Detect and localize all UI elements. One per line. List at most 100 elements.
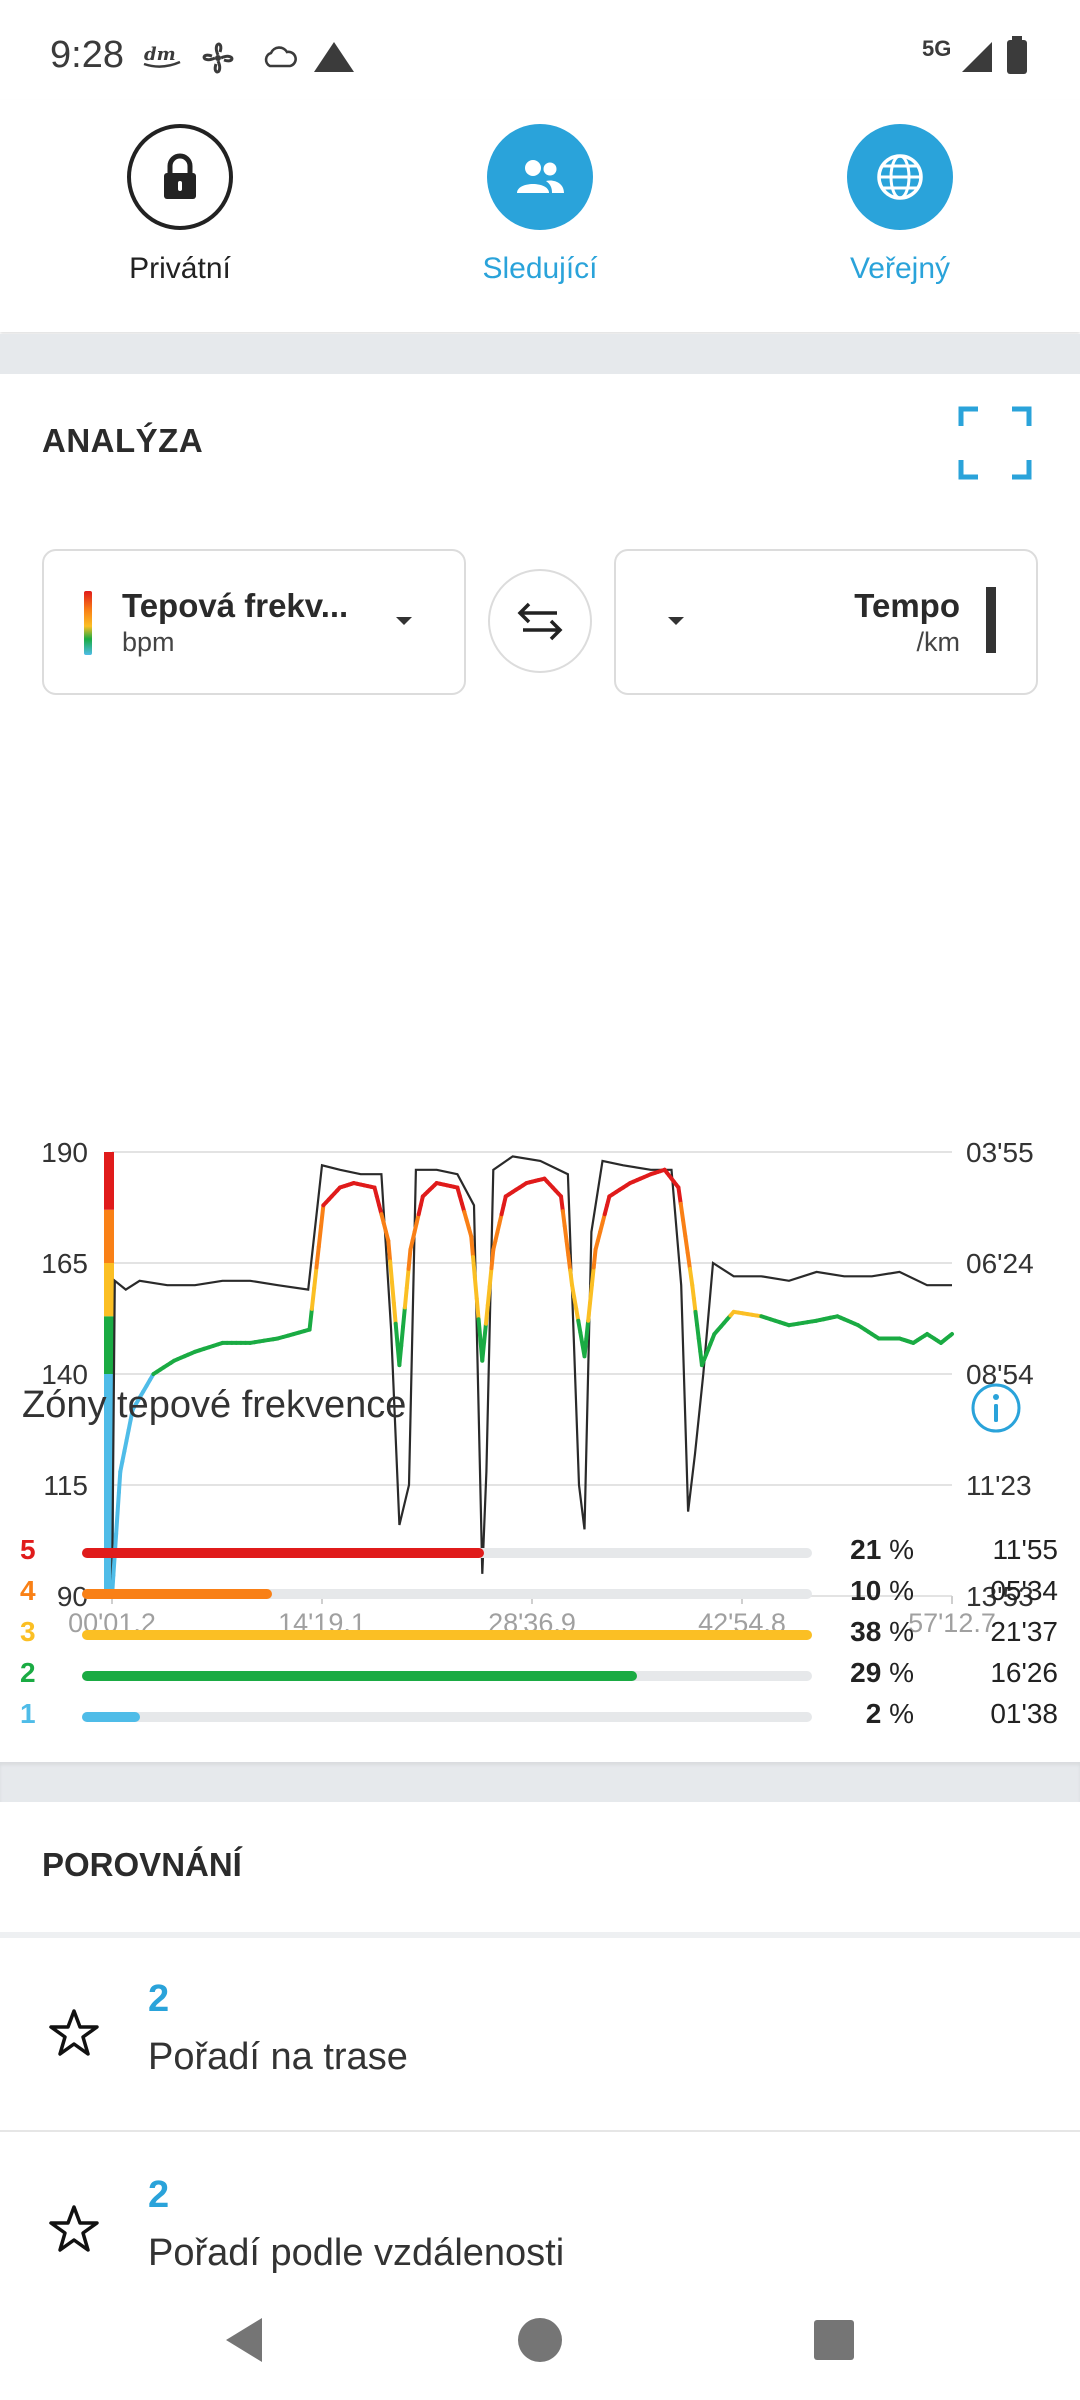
- hr-series-segment: [397, 1343, 404, 1368]
- hr-series-segment: [115, 1490, 121, 1516]
- back-icon[interactable]: [218, 2312, 274, 2368]
- y-left-tick-label: 165: [41, 1248, 88, 1279]
- warning-triangle-icon: [314, 42, 354, 72]
- hr-series-segment: [316, 1224, 324, 1249]
- hr-series-segment: [588, 1283, 594, 1305]
- left-metric-selector[interactable]: Tepová frekv... bpm: [42, 549, 466, 695]
- hr-zone-number: 2: [20, 1657, 36, 1688]
- hr-series-segment: [314, 1244, 321, 1270]
- hr-series-segment: [483, 1303, 490, 1326]
- visibility-public-option[interactable]: Veřejný: [770, 124, 1030, 286]
- hr-zone-percent: 10 %: [850, 1575, 914, 1606]
- hr-series-segment: [676, 1185, 683, 1206]
- hr-zone-row: 1 2 % 01'38: [0, 1698, 1080, 1738]
- home-icon[interactable]: [512, 2312, 568, 2368]
- chevron-down-icon: [668, 617, 684, 625]
- y-left-tick-label: 140: [41, 1359, 88, 1390]
- hr-zone-bar-fill: [82, 1630, 812, 1640]
- hr-series-segment: [678, 1201, 686, 1223]
- hr-series-segment: [560, 1209, 567, 1228]
- hr-series-segment: [471, 1255, 477, 1280]
- visibility-followers-option[interactable]: Sledující: [410, 124, 670, 286]
- hr-zone-number: 4: [20, 1575, 36, 1606]
- svg-text:dm: dm: [144, 44, 176, 65]
- hr-series-segment: [687, 1266, 695, 1288]
- fullscreen-expand-icon[interactable]: [958, 406, 1032, 480]
- rank-value: 2: [148, 1978, 170, 2020]
- hr-series-segment: [586, 1300, 593, 1323]
- hr-zone-bar-track: [82, 1589, 812, 1599]
- hr-zone-bar-track: [82, 1630, 812, 1640]
- y-right-tick-label: 11'23: [966, 1470, 1032, 1501]
- y-right-tick-label: 13'53: [966, 1581, 1034, 1612]
- hr-series-segment: [564, 1238, 571, 1258]
- hr-series-segment: [390, 1280, 396, 1305]
- hr-zone-bar-fill: [82, 1712, 141, 1722]
- globe-icon: [847, 124, 953, 230]
- hr-zone-bar-fill: [82, 1589, 272, 1599]
- analysis-section: ANALÝZA Tepová frekv... bpm: [0, 374, 1080, 1760]
- rank-item-route[interactable]: 2 Pořadí na trase: [0, 1938, 1080, 2132]
- analysis-title: ANALÝZA: [42, 422, 204, 459]
- hr-series-segment: [487, 1266, 494, 1289]
- status-bar: 9:28 dm 5G: [0, 0, 1080, 100]
- people-icon: [487, 124, 593, 230]
- hr-zone-bar-track: [82, 1548, 812, 1558]
- hr-series-segment: [948, 1332, 954, 1338]
- hr-zone-gradient-icon: [84, 591, 92, 655]
- hr-series-segment: [562, 1224, 569, 1243]
- hr-series-segment: [576, 1318, 583, 1335]
- hr-series-segment: [696, 1336, 703, 1354]
- cloud-icon: [264, 46, 297, 68]
- y-left-tick-label: 115: [43, 1470, 88, 1501]
- info-icon[interactable]: [970, 1382, 1022, 1434]
- navigation-bar: [0, 2276, 1080, 2400]
- y-left-tick-label: 190: [41, 1137, 88, 1168]
- hr-series-segment: [114, 1511, 120, 1536]
- battery-icon: [1007, 36, 1027, 74]
- hr-zone-row: 3 38 % 21'37: [0, 1616, 1080, 1656]
- hr-series-segment: [691, 1296, 698, 1314]
- hr-series-segment: [406, 1247, 413, 1271]
- hr-series-segment: [572, 1295, 579, 1311]
- hr-zone-number: 3: [20, 1616, 36, 1647]
- y-right-tick-label: 06'24: [966, 1248, 1034, 1279]
- hr-series-segment: [690, 1283, 696, 1301]
- hr-zone-time: 16'26: [990, 1657, 1058, 1688]
- swap-metrics-button[interactable]: [488, 569, 592, 673]
- rank-item-distance[interactable]: 2 Pořadí podle vzdálenosti: [0, 2134, 1080, 2276]
- hr-series-segment: [474, 1296, 481, 1322]
- notification-dm-icon: dm: [143, 44, 181, 68]
- right-metric-label: Tempo: [854, 587, 960, 624]
- hr-series-segment: [681, 1218, 688, 1239]
- hr-series-segment: [584, 1318, 591, 1341]
- divider: [0, 1932, 1080, 1938]
- hr-series-segment: [559, 1194, 565, 1214]
- hr-series-segment: [683, 1234, 690, 1255]
- signal-icon: [962, 42, 992, 72]
- star-icon: [49, 2009, 99, 2056]
- hr-series-segment: [482, 1321, 488, 1345]
- hr-series-segment: [578, 1330, 585, 1347]
- hr-series-segment: [401, 1305, 407, 1329]
- right-metric-selector[interactable]: Tempo /km: [614, 549, 1038, 695]
- x-tick-label: 57'12.7: [908, 1608, 996, 1638]
- zone-axis-segment: [104, 1209, 114, 1263]
- visibility-private-option[interactable]: Privátní: [50, 124, 310, 286]
- hr-series-segment: [574, 1306, 581, 1323]
- hr-series-segment: [570, 1283, 577, 1300]
- comparison-section: POROVNÁNÍ 2 Pořadí na trase 2 Pořadí pod…: [0, 1802, 1080, 2276]
- chevron-down-icon: [396, 617, 412, 625]
- hr-series-segment: [393, 1321, 400, 1347]
- pace-series-line: [110, 1155, 952, 1597]
- zone-axis-segment: [104, 1374, 114, 1596]
- hr-zones-title: Zóny tepové frekvence: [22, 1384, 407, 1426]
- hr-zone-bar-fill: [82, 1671, 637, 1681]
- hr-series-segment: [309, 1286, 317, 1311]
- visibility-followers-label: Sledující: [482, 252, 598, 285]
- hr-zone-time: 01'38: [990, 1698, 1058, 1729]
- recents-icon[interactable]: [806, 2312, 862, 2368]
- hr-series-segment: [695, 1323, 701, 1341]
- comparison-title: POROVNÁNÍ: [42, 1846, 242, 1883]
